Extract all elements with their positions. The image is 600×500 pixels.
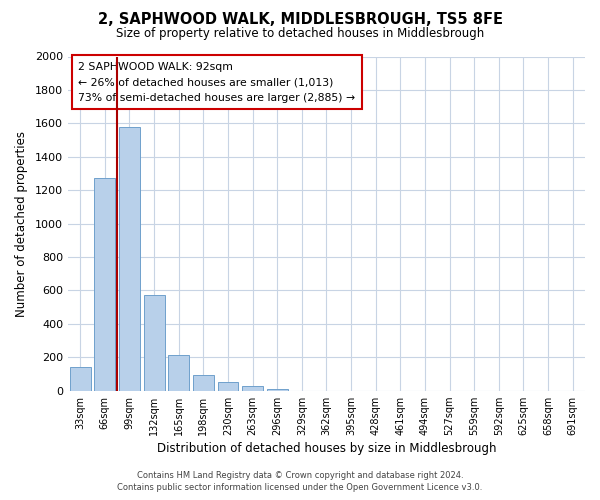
Bar xyxy=(193,375,214,390)
X-axis label: Distribution of detached houses by size in Middlesbrough: Distribution of detached houses by size … xyxy=(157,442,496,455)
Y-axis label: Number of detached properties: Number of detached properties xyxy=(15,130,28,316)
Bar xyxy=(168,355,189,390)
Bar xyxy=(143,294,164,390)
Text: 2 SAPHWOOD WALK: 92sqm
← 26% of detached houses are smaller (1,013)
73% of semi-: 2 SAPHWOOD WALK: 92sqm ← 26% of detached… xyxy=(78,62,355,102)
Bar xyxy=(267,389,287,390)
Text: 2, SAPHWOOD WALK, MIDDLESBROUGH, TS5 8FE: 2, SAPHWOOD WALK, MIDDLESBROUGH, TS5 8FE xyxy=(97,12,503,28)
Bar xyxy=(70,368,91,390)
Text: Contains HM Land Registry data © Crown copyright and database right 2024.
Contai: Contains HM Land Registry data © Crown c… xyxy=(118,471,482,492)
Bar xyxy=(119,126,140,390)
Bar xyxy=(218,382,238,390)
Bar xyxy=(242,386,263,390)
Bar xyxy=(94,178,115,390)
Text: Size of property relative to detached houses in Middlesbrough: Size of property relative to detached ho… xyxy=(116,28,484,40)
